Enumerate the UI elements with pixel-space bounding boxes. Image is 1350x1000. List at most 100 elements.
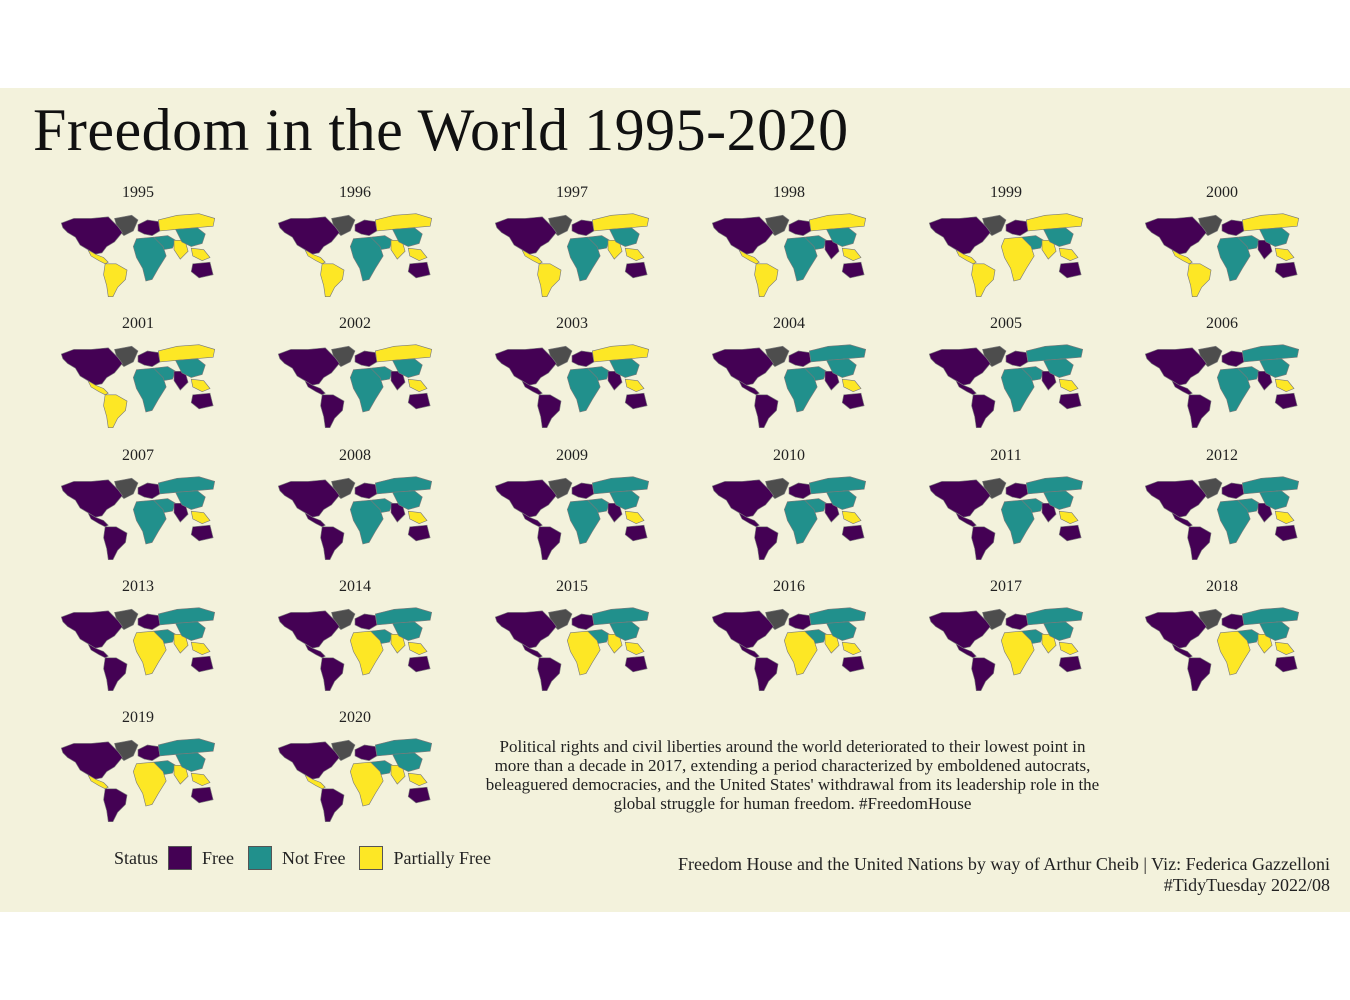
region-europe-1997: [571, 219, 595, 236]
region-east-asia-2003: [609, 358, 640, 378]
facet-label-2009: 2009: [556, 447, 588, 464]
facet-2008: 2008: [255, 447, 455, 578]
region-europe-2004: [788, 350, 812, 367]
facet-label-2015: 2015: [556, 578, 588, 595]
region-southeast-asia-2019: [190, 772, 211, 786]
region-oceania-2017: [1058, 655, 1082, 673]
region-oceania-2009: [624, 524, 648, 542]
region-africa-2019: [132, 761, 167, 807]
region-north-america-2001: [60, 347, 123, 386]
source-line-1: Freedom House and the United Nations by …: [677, 854, 1330, 874]
facet-2006: 2006: [1122, 315, 1322, 446]
region-east-asia-2000: [1259, 227, 1290, 247]
region-oceania-1996: [407, 261, 431, 279]
region-east-asia-2015: [609, 621, 640, 641]
facet-2003: 2003: [472, 315, 672, 446]
facet-1999: 1999: [906, 184, 1106, 315]
region-central-america-2010: [738, 511, 760, 528]
region-north-america-1998: [711, 216, 774, 255]
facet-2016: 2016: [689, 578, 889, 709]
region-russia-2004: [808, 344, 867, 363]
region-africa-2007: [132, 499, 167, 545]
region-europe-1999: [1005, 219, 1029, 236]
region-russia-2014: [374, 607, 433, 626]
region-east-asia-1997: [609, 227, 640, 247]
map-1995: [60, 213, 216, 297]
region-africa-2003: [566, 367, 601, 413]
region-europe-2011: [1005, 482, 1029, 499]
region-east-asia-2001: [175, 358, 206, 378]
region-russia-2003: [591, 344, 650, 363]
source-line-2: #TidyTuesday 2022/08: [1163, 875, 1330, 895]
region-russia-2007: [157, 476, 216, 495]
region-europe-1998: [788, 219, 812, 236]
region-europe-2001: [137, 350, 161, 367]
map-2012: [1144, 476, 1300, 560]
region-oceania-1997: [624, 261, 648, 279]
region-oceania-2018: [1274, 655, 1298, 673]
region-north-america-2005: [928, 347, 991, 386]
region-southeast-asia-1997: [624, 247, 645, 261]
region-south-america-2018: [1187, 657, 1212, 691]
region-south-america-2011: [971, 526, 996, 560]
region-east-asia-2009: [609, 490, 640, 510]
facet-label-1998: 1998: [773, 184, 805, 201]
region-russia-2000: [1241, 213, 1300, 232]
facet-2020: 2020: [255, 709, 455, 840]
region-oceania-2006: [1274, 392, 1298, 410]
region-north-america-2004: [711, 347, 774, 386]
legend-key-not-free: [248, 846, 272, 870]
region-southeast-asia-2018: [1274, 641, 1295, 655]
facet-1995: 1995: [38, 184, 238, 315]
region-russia-2001: [157, 344, 216, 363]
facet-label-2018: 2018: [1206, 578, 1238, 595]
facet-2019: 2019: [38, 709, 238, 840]
region-africa-2000: [1216, 236, 1251, 282]
region-north-america-2002: [277, 347, 340, 386]
region-europe-2016: [788, 613, 812, 630]
map-1998: [711, 213, 867, 297]
region-southeast-asia-2007: [190, 510, 211, 524]
region-east-asia-2002: [392, 358, 423, 378]
facet-label-2001: 2001: [122, 315, 154, 332]
region-south-america-2001: [103, 394, 128, 428]
facet-label-2017: 2017: [990, 578, 1022, 595]
region-europe-2012: [1221, 482, 1245, 499]
region-east-asia-2018: [1259, 621, 1290, 641]
facet-2017: 2017: [906, 578, 1106, 709]
region-north-america-2015: [494, 610, 557, 649]
region-russia-2011: [1025, 476, 1084, 495]
facet-2014: 2014: [255, 578, 455, 709]
region-southeast-asia-2011: [1058, 510, 1079, 524]
map-2006: [1144, 344, 1300, 428]
region-oceania-2013: [190, 655, 214, 673]
map-2015: [494, 607, 650, 691]
region-africa-2012: [1216, 499, 1251, 545]
region-southeast-asia-2009: [624, 510, 645, 524]
region-russia-1995: [157, 213, 216, 232]
region-europe-2017: [1005, 613, 1029, 630]
map-2010: [711, 476, 867, 560]
region-southeast-asia-2006: [1274, 378, 1295, 392]
legend-label-not-free: Not Free: [282, 847, 346, 868]
region-central-america-1996: [304, 248, 326, 265]
region-central-america-2013: [87, 642, 109, 659]
region-africa-2015: [566, 630, 601, 676]
region-europe-2010: [788, 482, 812, 499]
region-europe-2019: [137, 744, 161, 761]
region-southeast-asia-2020: [407, 772, 428, 786]
region-southeast-asia-2000: [1274, 247, 1295, 261]
region-europe-2020: [354, 744, 378, 761]
region-africa-2013: [132, 630, 167, 676]
facet-label-2002: 2002: [339, 315, 371, 332]
region-south-america-1998: [754, 263, 779, 297]
region-southeast-asia-2003: [624, 378, 645, 392]
region-central-america-1995: [87, 248, 109, 265]
region-south-america-2014: [320, 657, 345, 691]
region-southeast-asia-1996: [407, 247, 428, 261]
legend: Status Free Not Free Partially Free: [114, 844, 505, 872]
region-east-asia-2007: [175, 490, 206, 510]
region-southeast-asia-2001: [190, 378, 211, 392]
region-southeast-asia-2012: [1274, 510, 1295, 524]
map-1996: [277, 213, 433, 297]
